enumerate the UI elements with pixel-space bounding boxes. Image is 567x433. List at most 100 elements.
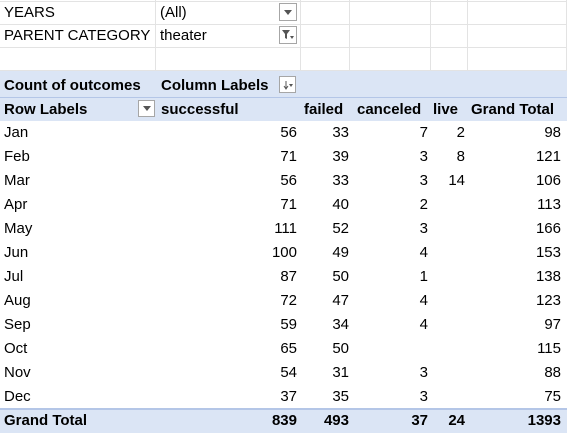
row-label: Aug: [4, 292, 31, 309]
cell-grand-total: 121: [535, 148, 561, 165]
cell-canceled: 4: [419, 316, 428, 333]
cell-failed: 33: [332, 124, 349, 141]
row-label: Sep: [4, 316, 31, 333]
cell-successful: 54: [280, 364, 297, 381]
column-labels-header: Column Labels: [161, 77, 269, 94]
cell-canceled: 1: [419, 268, 428, 285]
row-label: Mar: [4, 172, 30, 189]
cell-grand-total: 123: [535, 292, 561, 309]
cell-grand-total: 153: [535, 244, 561, 261]
filter-value-parent-category[interactable]: theater: [160, 27, 207, 44]
row-label: Dec: [4, 388, 31, 405]
cell-grand-total: 138: [535, 268, 561, 285]
grand-total-live: 24: [448, 412, 465, 429]
cell-live: 2: [456, 124, 465, 141]
cell-live: 8: [456, 148, 465, 165]
row-label: Jun: [4, 244, 29, 261]
filter-value-years[interactable]: (All): [160, 4, 187, 21]
cell-grand-total: 106: [535, 172, 561, 189]
table-row: Dec 37 35 3 75: [0, 385, 567, 409]
cell-canceled: 3: [419, 388, 428, 405]
grand-total-divider: [0, 408, 567, 410]
table-row: May 111 52 3 166: [0, 217, 567, 241]
grand-total-successful: 839: [271, 412, 297, 429]
grand-total-total: 1393: [527, 412, 561, 429]
row-label: Nov: [4, 364, 31, 381]
cell-grand-total: 88: [544, 364, 561, 381]
filter-dropdown-icon[interactable]: [279, 26, 297, 44]
table-row: Oct 65 50 115: [0, 337, 567, 361]
filter-label-parent-category: PARENT CATEGORY: [4, 27, 151, 44]
cell-canceled: 3: [419, 172, 428, 189]
table-row: Feb 71 39 3 8 121: [0, 145, 567, 169]
cell-failed: 49: [332, 244, 349, 261]
cell-successful: 65: [280, 340, 297, 357]
row-label: Oct: [4, 340, 28, 357]
cell-successful: 59: [280, 316, 297, 333]
row-labels-dropdown-icon[interactable]: [138, 100, 155, 117]
cell-grand-total: 98: [544, 124, 561, 141]
cell-canceled: 7: [419, 124, 428, 141]
cell-failed: 39: [332, 148, 349, 165]
cell-failed: 52: [332, 220, 349, 237]
cell-successful: 72: [280, 292, 297, 309]
grand-total-canceled: 37: [411, 412, 428, 429]
cell-successful: 37: [280, 388, 297, 405]
cell-successful: 100: [271, 244, 297, 261]
row-label: Apr: [4, 196, 28, 213]
column-labels-sort-icon[interactable]: [279, 76, 296, 93]
table-row: Nov 54 31 3 88: [0, 361, 567, 385]
cell-failed: 40: [332, 196, 349, 213]
row-label: Feb: [4, 148, 30, 165]
table-row: Aug 72 47 4 123: [0, 289, 567, 313]
col-header-canceled: canceled: [357, 101, 422, 118]
filter-label-years: YEARS: [4, 4, 55, 21]
dropdown-arrow-icon[interactable]: [279, 3, 297, 21]
table-row: Jul 87 50 1 138: [0, 265, 567, 289]
table-row: Apr 71 40 2 113: [0, 193, 567, 217]
cell-successful: 71: [280, 196, 297, 213]
cell-live: 14: [448, 172, 465, 189]
cell-failed: 50: [332, 268, 349, 285]
grand-total-row: Grand Total 839 493 37 24 1393: [0, 408, 567, 432]
cell-successful: 87: [280, 268, 297, 285]
table-row: Mar 56 33 3 14 106: [0, 169, 567, 193]
cell-successful: 111: [274, 220, 297, 237]
cell-grand-total: 115: [537, 340, 561, 357]
cell-grand-total: 75: [544, 388, 561, 405]
cell-failed: 35: [332, 388, 349, 405]
grand-total-band: [0, 408, 567, 433]
cell-successful: 56: [280, 124, 297, 141]
grand-total-failed: 493: [323, 412, 349, 429]
row-label: Jan: [4, 124, 29, 141]
cell-failed: 47: [332, 292, 349, 309]
cell-grand-total: 166: [535, 220, 561, 237]
row-labels-header: Row Labels: [4, 101, 88, 118]
cell-grand-total: 113: [537, 196, 561, 213]
row-label: Jul: [4, 268, 24, 285]
cell-successful: 56: [280, 172, 297, 189]
col-header-successful: successful: [161, 101, 239, 118]
cell-canceled: 3: [419, 148, 428, 165]
cell-canceled: 4: [419, 244, 428, 261]
table-row: Sep 59 34 4 97: [0, 313, 567, 337]
col-header-failed: failed: [304, 101, 344, 118]
cell-canceled: 4: [419, 292, 428, 309]
col-header-grand-total: Grand Total: [471, 101, 555, 118]
grand-total-label: Grand Total: [4, 412, 88, 429]
cell-failed: 31: [332, 364, 349, 381]
cell-canceled: 2: [419, 196, 428, 213]
cell-successful: 71: [280, 148, 297, 165]
cell-failed: 34: [332, 316, 349, 333]
cell-failed: 33: [332, 172, 349, 189]
col-header-live: live: [433, 101, 459, 118]
cell-canceled: 3: [419, 364, 428, 381]
pivot-corner-label: Count of outcomes: [4, 77, 141, 94]
cell-grand-total: 97: [544, 316, 561, 333]
row-label: May: [4, 220, 33, 237]
pivot-header-divider: [0, 97, 567, 98]
filter-parent-category: PARENT CATEGORY theater: [0, 25, 567, 48]
table-row: Jun 100 49 4 153: [0, 241, 567, 265]
cell-failed: 50: [332, 340, 349, 357]
table-row: Jan 56 33 7 2 98: [0, 121, 567, 145]
